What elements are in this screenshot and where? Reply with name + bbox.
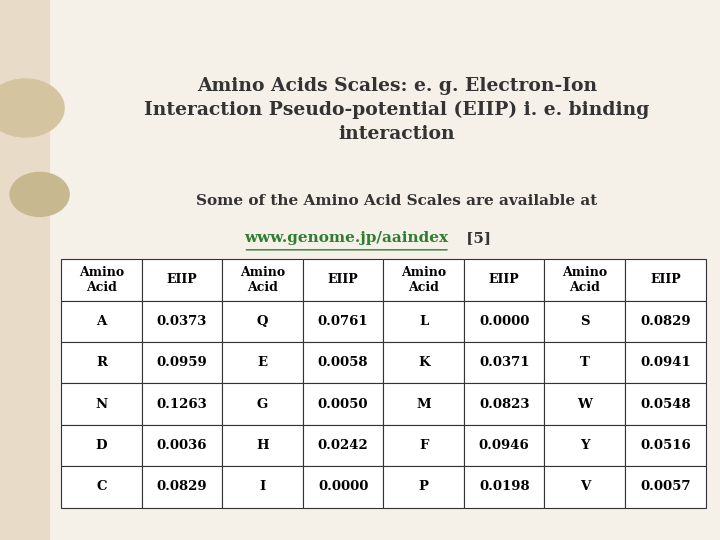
Text: Amino Acids Scales: e. g. Electron-Ion
Interaction Pseudo-potential (EIIP) i. e.: Amino Acids Scales: e. g. Electron-Ion I…	[144, 77, 649, 143]
Text: [5]: [5]	[461, 231, 491, 245]
Text: Some of the Amino Acid Scales are available at: Some of the Amino Acid Scales are availa…	[197, 194, 598, 208]
Text: www.genome.jp/aaindex: www.genome.jp/aaindex	[245, 231, 449, 245]
Text: 5: 5	[624, 462, 634, 476]
Text: 6/18/2021: 6/18/2021	[339, 463, 399, 476]
